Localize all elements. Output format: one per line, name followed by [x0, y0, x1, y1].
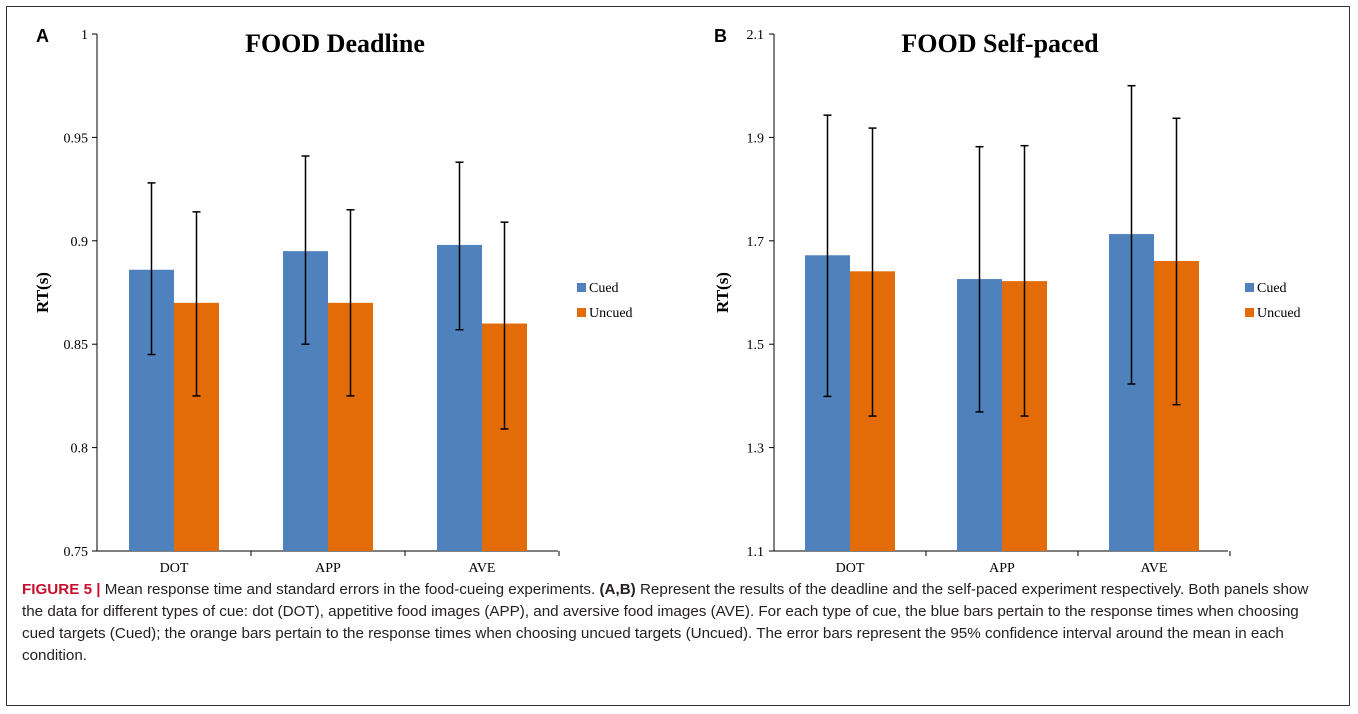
panel-b-y-axis-label: RT(s) — [713, 272, 732, 313]
panel-b-y-tick-label: 2.1 — [747, 28, 765, 43]
panel-a-x-tick-label: DOT — [160, 561, 189, 576]
panel-b-y-tick-label: 1.3 — [747, 442, 765, 457]
panel-b-chart-title: FOOD Self-paced — [901, 29, 1099, 58]
caption-text-1: Mean response time and standard errors i… — [100, 581, 600, 598]
panel-b-legend-swatch-cued — [1245, 283, 1254, 292]
panel-b-legend-label-uncued: Uncued — [1257, 306, 1301, 321]
panel-b-x-tick-label: APP — [989, 561, 1015, 576]
panel-b-legend-label-cued: Cued — [1257, 281, 1287, 296]
panel-a-chart-title: FOOD Deadline — [245, 29, 425, 58]
panel-a-legend-label-uncued: Uncued — [589, 306, 633, 321]
panel-b-y-tick-label: 1.1 — [747, 545, 765, 560]
panel-a-x-tick-label: AVE — [469, 561, 496, 576]
panel-b-y-tick-label: 1.9 — [747, 131, 765, 146]
panel-a-y-tick-label: 0.8 — [71, 442, 89, 457]
panel-a-x-tick-label: APP — [315, 561, 341, 576]
panel-b-y-tick-label: 1.7 — [747, 235, 765, 250]
panel-a-y-tick-label: 0.85 — [64, 338, 89, 353]
panel-a-panel-label: A — [36, 26, 49, 46]
panel-a-y-tick-label: 0.9 — [71, 235, 89, 250]
panel-b-x-tick-label: AVE — [1141, 561, 1168, 576]
caption-panel-ref: (A,B) — [599, 581, 636, 598]
panel-a-legend-swatch-uncued — [577, 308, 586, 317]
figure-label: FIGURE 5 | — [22, 581, 101, 598]
panel-a-legend-swatch-cued — [577, 283, 586, 292]
panel-b-x-tick-label: DOT — [836, 561, 865, 576]
panel-b-legend-swatch-uncued — [1245, 308, 1254, 317]
panel-a-y-tick-label: 0.75 — [64, 545, 89, 560]
panel-a-y-axis-label: RT(s) — [33, 272, 52, 313]
panel-a-y-tick-label: 0.95 — [64, 131, 89, 146]
panel-b-panel-label: B — [714, 26, 727, 46]
panel-a-y-tick-label: 1 — [81, 28, 88, 43]
caption-text-2: Represent the results of the deadline an… — [22, 581, 1309, 664]
panel-a-legend-label-cued: Cued — [589, 281, 619, 296]
figure-caption: FIGURE 5 | Mean response time and standa… — [22, 579, 1332, 667]
panel-b-y-tick-label: 1.5 — [747, 338, 765, 353]
